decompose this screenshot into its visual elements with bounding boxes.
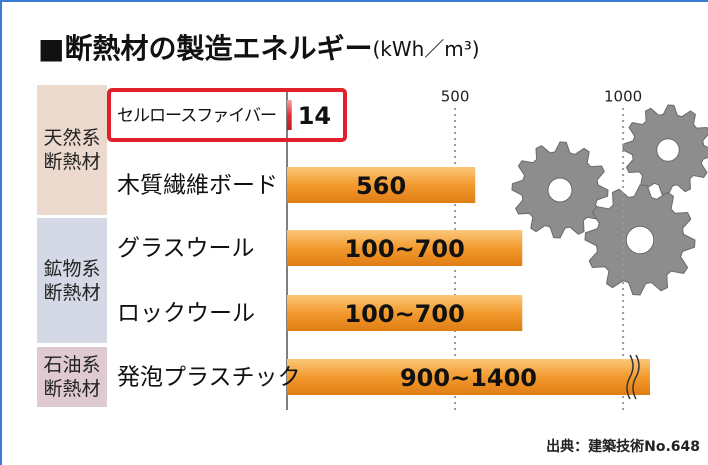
category-label: 木質繊維ボード bbox=[117, 173, 278, 199]
bar bbox=[287, 100, 292, 130]
value-label: 14 bbox=[298, 102, 331, 130]
category-label: ロックウール bbox=[117, 301, 255, 327]
chart-title: ■断熱材の製造エネルギー(kWh／m³) bbox=[38, 32, 480, 65]
gear-hole bbox=[626, 226, 654, 254]
value-label: 100~700 bbox=[344, 235, 464, 263]
gear-hole bbox=[548, 178, 572, 202]
unit: (kWh／m³) bbox=[372, 37, 479, 61]
x-tick-label: 1000 bbox=[604, 88, 642, 106]
category-label: グラスウール bbox=[117, 236, 255, 262]
value-label: 560 bbox=[356, 172, 406, 200]
value-label: 100~700 bbox=[344, 300, 464, 328]
chart: ■断熱材の製造エネルギー(kWh／m³) 出典：建築技術No.648 500 10… bbox=[0, 0, 708, 465]
page: 天然系断熱材鉱物系断熱材石油系断熱材 ■断熱材の製造エネルギー(kWh／m³) … bbox=[0, 0, 708, 465]
category-label: セルロースファイバー bbox=[117, 106, 277, 126]
value-label: 900~1400 bbox=[400, 364, 537, 392]
gears bbox=[512, 105, 708, 295]
gear-hole bbox=[657, 139, 680, 162]
title: ■断熱材の製造エネルギー bbox=[38, 32, 372, 65]
source: 出典：建築技術No.648 bbox=[546, 438, 700, 455]
x-tick-label: 500 bbox=[441, 88, 470, 106]
category-label: 発泡プラスチック bbox=[117, 365, 301, 391]
